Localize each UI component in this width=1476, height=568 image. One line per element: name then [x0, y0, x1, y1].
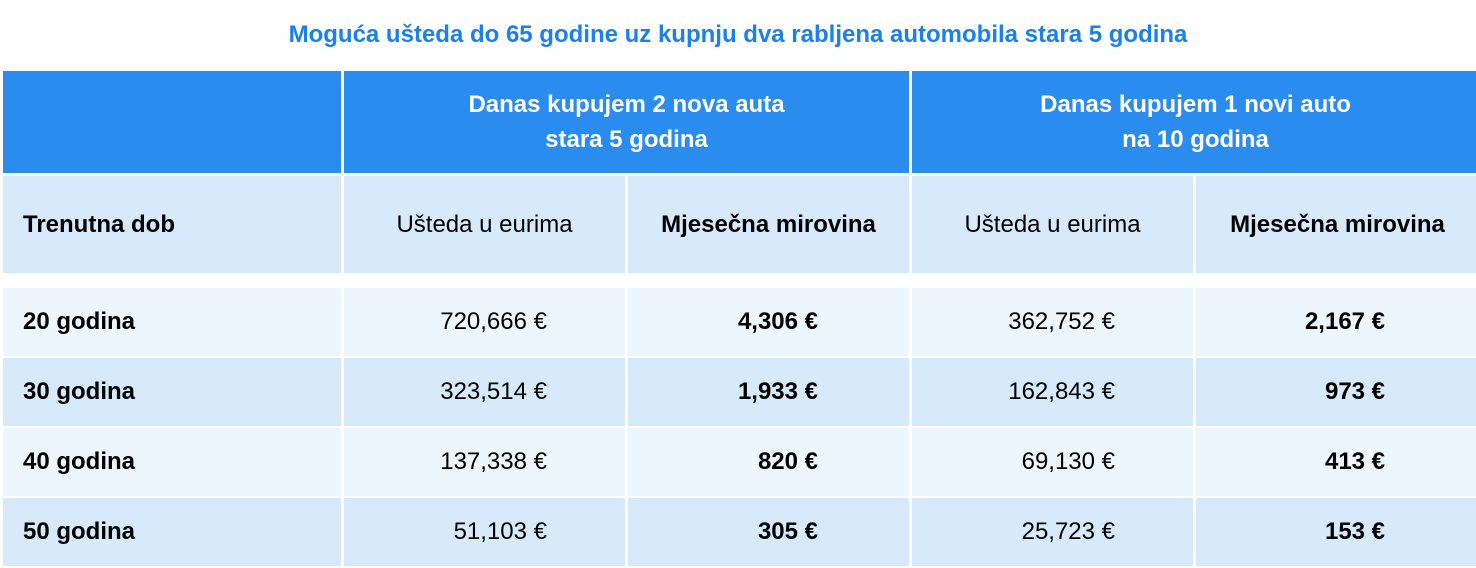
- value-cell: 413 €: [1196, 428, 1476, 496]
- age-cell: 20 godina: [3, 288, 341, 356]
- age-cell: 50 godina: [3, 498, 341, 566]
- value-cell: 137,338 €: [344, 428, 625, 496]
- group-header-two-cars: Danas kupujem 2 nova auta stara 5 godina: [344, 71, 910, 173]
- column-header: Ušteda u eurima: [912, 176, 1194, 273]
- value-cell: 2,167 €: [1196, 288, 1476, 356]
- table-row: 50 godina 51,103 €305 €25,723 €153 €: [3, 498, 1476, 566]
- group-header-row: Danas kupujem 2 nova auta stara 5 godina …: [3, 71, 1476, 173]
- column-header: Mjesečna mirovina: [628, 176, 910, 273]
- table-row: 30 godina 323,514 €1,933 €162,843 €973 €: [3, 358, 1476, 426]
- table-row: 40 godina 137,338 €820 €69,130 €413 €: [3, 428, 1476, 496]
- value-cell: 820 €: [628, 428, 910, 496]
- value-cell: 4,306 €: [628, 288, 910, 356]
- value-cell: 305 €: [628, 498, 910, 566]
- table-title: Moguća ušteda do 65 godine uz kupnju dva…: [288, 21, 1188, 48]
- empty-header-cell: [3, 71, 341, 173]
- group-header-one-car: Danas kupujem 1 novi auto na 10 godina: [912, 71, 1476, 173]
- column-header: Ušteda u eurima: [344, 176, 625, 273]
- group-header-line: Danas kupujem 1 novi auto: [1040, 91, 1351, 118]
- value-cell: 323,514 €: [344, 358, 625, 426]
- column-header: Mjesečna mirovina: [1196, 176, 1476, 273]
- value-cell: 1,933 €: [628, 358, 910, 426]
- value-cell: 69,130 €: [912, 428, 1194, 496]
- group-header-line: Danas kupujem 2 nova auta: [468, 91, 785, 118]
- value-cell: 51,103 €: [344, 498, 625, 566]
- value-cell: 720,666 €: [344, 288, 625, 356]
- savings-table: Danas kupujem 2 nova auta stara 5 godina …: [0, 71, 1476, 566]
- age-cell: 30 godina: [3, 358, 341, 426]
- value-cell: 25,723 €: [912, 498, 1194, 566]
- age-cell: 40 godina: [3, 428, 341, 496]
- table-row: 20 godina 720,666 €4,306 €362,752 €2,167 …: [3, 288, 1476, 356]
- value-cell: 162,843 €: [912, 358, 1194, 426]
- value-cell: 973 €: [1196, 358, 1476, 426]
- value-cell: 362,752 €: [912, 288, 1194, 356]
- group-header-line: na 10 godina: [1122, 126, 1269, 153]
- group-header-line: stara 5 godina: [545, 126, 708, 153]
- column-header: Trenutna dob: [3, 176, 341, 273]
- column-header-row: Trenutna dob Ušteda u eurima Mjesečna mi…: [3, 176, 1476, 273]
- value-cell: 153 €: [1196, 498, 1476, 566]
